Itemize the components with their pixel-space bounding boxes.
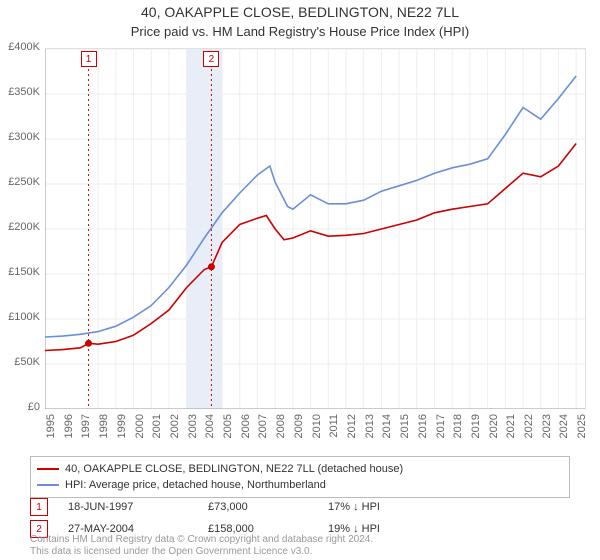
x-axis-ticks: 1995199619971998199920002001200220032004…: [45, 410, 585, 454]
legend-label: 40, OAKAPPLE CLOSE, BEDLINGTON, NE22 7LL…: [65, 463, 403, 475]
y-tick: £300K: [0, 131, 40, 143]
event-marker-box: 2: [203, 51, 219, 67]
legend-label: HPI: Average price, detached house, Nort…: [65, 479, 326, 491]
event-delta: 17% ↓ HPI: [328, 501, 380, 513]
y-tick: £400K: [0, 41, 40, 53]
chart-subtitle: Price paid vs. HM Land Registry's House …: [0, 24, 600, 39]
y-tick: £200K: [0, 221, 40, 233]
y-tick: £100K: [0, 311, 40, 323]
footer-line-2: This data is licensed under the Open Gov…: [30, 546, 570, 558]
legend: 40, OAKAPPLE CLOSE, BEDLINGTON, NE22 7LL…: [30, 456, 570, 498]
x-tick: 2025: [576, 414, 600, 438]
event-price: £73,000: [208, 501, 328, 513]
y-tick: £250K: [0, 176, 40, 188]
price-chart: 12: [45, 48, 586, 409]
footer-line-1: Contains HM Land Registry data © Crown c…: [30, 534, 570, 546]
event-number: 1: [30, 498, 48, 516]
y-tick: £0: [0, 401, 40, 413]
footer: Contains HM Land Registry data © Crown c…: [30, 534, 570, 558]
y-tick: £50K: [0, 356, 40, 368]
legend-item: HPI: Average price, detached house, Nort…: [37, 477, 563, 493]
event-marker-box: 1: [81, 51, 97, 67]
legend-swatch: [37, 468, 59, 470]
y-tick: £150K: [0, 266, 40, 278]
event-row: 1 18-JUN-1997£73,00017% ↓ HPI: [30, 498, 570, 516]
y-tick: £350K: [0, 86, 40, 98]
legend-item: 40, OAKAPPLE CLOSE, BEDLINGTON, NE22 7LL…: [37, 461, 563, 477]
chart-title: 40, OAKAPPLE CLOSE, BEDLINGTON, NE22 7LL: [0, 4, 600, 20]
legend-swatch: [37, 484, 59, 486]
event-date: 18-JUN-1997: [68, 501, 208, 513]
